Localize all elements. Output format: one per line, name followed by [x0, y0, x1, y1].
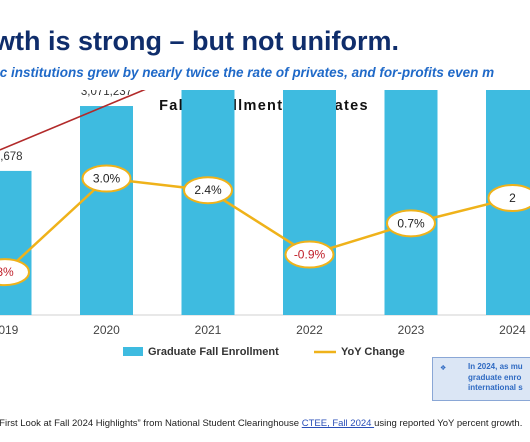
legend-bar-label: Graduate Fall Enrollment — [148, 346, 279, 358]
legend-line-label: YoY Change — [341, 346, 405, 358]
yoy-label: 3.0% — [93, 172, 121, 186]
x-tick-label: 2020 — [93, 323, 120, 337]
callout-bullet-icon: ❖ — [440, 365, 447, 372]
enrollment-chart: Fall Enrollment Estimates 30,6783,071,23… — [0, 90, 530, 358]
callout-line: international s — [468, 383, 523, 392]
bar-value-label: 30,678 — [0, 151, 23, 163]
yoy-label: 2 — [509, 191, 516, 205]
yoy-marker — [284, 240, 335, 269]
bar-labels-layer: 30,6783,071,2373,143,5253,104,9503,126,6… — [0, 90, 132, 163]
x-tick-label: 2023 — [398, 323, 425, 337]
x-tick-label: 2021 — [195, 323, 222, 337]
bar-value-label: 3,071,237 — [81, 90, 132, 98]
legend: Graduate Fall Enrollment YoY Change — [123, 346, 405, 358]
yoy-marker — [487, 184, 530, 212]
bar — [283, 90, 336, 315]
yoy-marker — [386, 209, 436, 238]
callout-box: ❖ In 2024, as mu graduate enro internati… — [432, 357, 530, 401]
yoy-marker — [81, 164, 132, 193]
source-link[interactable]: CTEE, Fall 2024 — [301, 418, 375, 429]
yoy-marker — [183, 176, 233, 205]
x-tick-label: 2024 — [499, 323, 526, 337]
yoy-label: 0.7% — [397, 216, 425, 230]
source-prefix: “First Look at Fall 2024 Highlights” fro… — [0, 418, 302, 429]
bar — [384, 90, 438, 315]
yoy-marker — [0, 258, 30, 287]
callout-line: In 2024, as mu — [468, 362, 523, 371]
callout-text: In 2024, as mu graduate enro internation… — [468, 362, 530, 394]
subheadline: ic institutions grew by nearly twice the… — [0, 65, 495, 80]
source-note: “First Look at Fall 2024 Highlights” fro… — [0, 418, 522, 429]
trendline — [0, 90, 146, 151]
source-suffix: using reported YoY percent growth. — [374, 418, 523, 429]
headline: wth is strong – but not uniform. — [0, 26, 399, 56]
trendline-layer — [0, 90, 146, 151]
yoy-label: -0.9% — [294, 248, 326, 262]
x-tick-label: 2022 — [296, 323, 323, 337]
yoy-label: 8% — [0, 265, 14, 279]
bar — [80, 106, 133, 315]
yoy-label: 2.4% — [194, 183, 222, 197]
yoy-line-layer: 8% 3.0% 2.4% -0.9% 0.7% 2 — [0, 164, 530, 287]
legend-bar-swatch — [123, 347, 143, 356]
callout-line: graduate enro — [468, 372, 522, 382]
bar — [0, 170, 32, 315]
